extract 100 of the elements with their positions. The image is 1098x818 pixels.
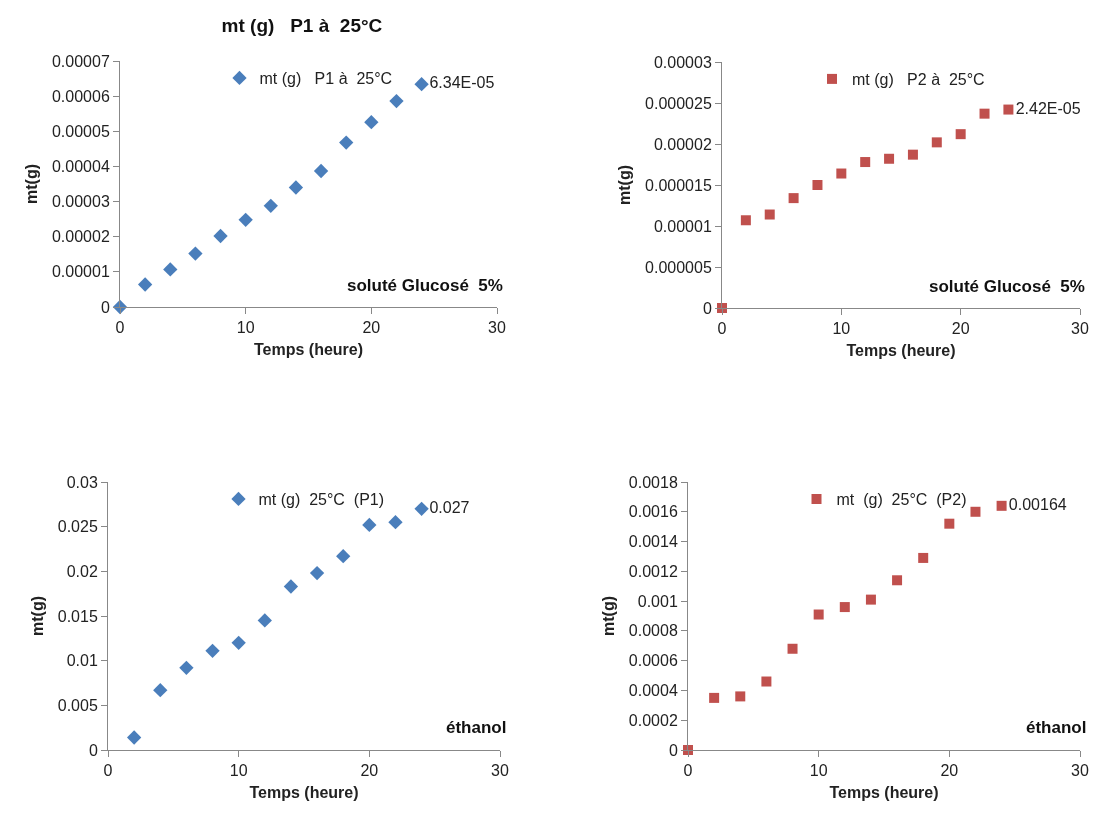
y-tick-label: 0 [702, 299, 712, 317]
x-tick-label: 20 [362, 319, 381, 337]
y-tick-label: 0.005 [57, 696, 98, 714]
x-tick-label: 30 [1071, 762, 1089, 780]
point [907, 149, 918, 160]
point [288, 180, 304, 195]
point [179, 660, 194, 675]
point [740, 215, 751, 226]
y-tick-label: 0.01 [66, 652, 98, 670]
y-tick-label: 0.00001 [51, 263, 110, 281]
point [153, 683, 168, 698]
y-tick-label: 0.0002 [628, 711, 678, 729]
y-tick-label: 0.00004 [51, 158, 110, 176]
point [339, 135, 354, 150]
point [970, 506, 981, 517]
point [163, 262, 178, 277]
data-label: 0.027 [429, 498, 470, 516]
y-tick-label: 0.0004 [628, 682, 678, 700]
point [362, 517, 377, 533]
point [388, 515, 403, 530]
x-tick-label: 10 [229, 762, 248, 780]
x-tick-label: 30 [488, 319, 506, 337]
y-tick-label: 0.000015 [645, 176, 712, 194]
point [709, 692, 720, 703]
y-tick-label: 0.00002 [653, 135, 712, 153]
point [389, 93, 404, 109]
y-tick-label: 0.025 [57, 518, 98, 536]
legend-label: mt (g) 25°C (P1) [258, 491, 385, 509]
legend-label: mt (g) P1 à 25°C [259, 70, 393, 88]
y-axis-title: mt(g) [599, 596, 617, 636]
x-tick-label: 0 [115, 319, 125, 337]
x-axis-title: Temps (heure) [829, 783, 939, 801]
point [1003, 104, 1014, 115]
point [787, 643, 798, 654]
point [414, 501, 429, 516]
x-tick-label: 10 [236, 319, 255, 337]
data-label: 0.00164 [1008, 495, 1067, 513]
point [813, 609, 824, 620]
point [283, 579, 299, 594]
point [931, 137, 942, 148]
y-tick-label: 0.00006 [51, 87, 110, 105]
legend-label: mt (g) P2 à 25°C [852, 71, 985, 89]
data-label: 2.42E-05 [1015, 99, 1081, 117]
y-tick-label: 0.00001 [653, 217, 712, 235]
y-tick-label: 0.0006 [628, 652, 678, 670]
point [979, 108, 990, 119]
y-tick-label: 0.02 [66, 562, 98, 580]
chart-title: mt (g) P1 à 25°C [221, 14, 383, 36]
x-tick-label: 10 [809, 762, 828, 780]
y-tick-label: 0.001 [637, 592, 678, 610]
y-tick-label: 0 [88, 741, 98, 759]
data-label: 6.34E-05 [429, 74, 495, 92]
y-tick-label: 0.00005 [51, 122, 110, 140]
point [231, 635, 246, 650]
y-tick-label: 0.0018 [628, 473, 678, 491]
point [839, 602, 850, 613]
point [257, 613, 272, 628]
x-axis-title: Temps (heure) [846, 341, 956, 359]
point [860, 157, 871, 168]
y-tick-label: 0.000005 [645, 258, 712, 276]
x-tick-label: 30 [1071, 320, 1089, 338]
annotation: éthanol [1026, 718, 1087, 737]
y-axis-title: mt(g) [22, 164, 40, 204]
point [126, 730, 142, 745]
point [213, 228, 228, 244]
x-tick-label: 0 [717, 320, 727, 338]
point [918, 552, 929, 563]
y-tick-label: 0 [100, 298, 110, 316]
point [309, 565, 325, 581]
x-tick-label: 20 [940, 762, 959, 780]
point [364, 115, 379, 130]
point [884, 153, 895, 164]
x-tick-label: 20 [951, 320, 970, 338]
y-tick-label: 0.0008 [628, 622, 678, 640]
y-tick-label: 0.015 [57, 607, 98, 625]
y-tick-label: 0.03 [66, 473, 98, 491]
annotation: éthanol [446, 718, 507, 737]
x-axis-title: Temps (heure) [249, 783, 359, 801]
point [812, 180, 823, 190]
point [263, 198, 278, 213]
y-tick-label: 0.00002 [51, 228, 110, 246]
annotation: soluté Glucosé 5% [929, 277, 1085, 296]
y-tick-label: 0 [668, 741, 678, 759]
point [955, 129, 966, 140]
y-tick-label: 0.00003 [653, 53, 712, 71]
point [944, 518, 955, 529]
point [188, 246, 203, 261]
x-tick-label: 20 [360, 762, 379, 780]
point [313, 163, 329, 179]
point [238, 212, 253, 227]
point [996, 500, 1007, 511]
y-axis-title: mt(g) [615, 165, 633, 205]
point [761, 676, 772, 687]
x-tick-label: 10 [832, 320, 851, 338]
y-tick-label: 0.0012 [628, 562, 678, 580]
point [788, 193, 799, 204]
point [414, 77, 429, 92]
point [137, 277, 153, 292]
y-tick-label: 0.00007 [51, 52, 110, 70]
point [205, 643, 220, 658]
